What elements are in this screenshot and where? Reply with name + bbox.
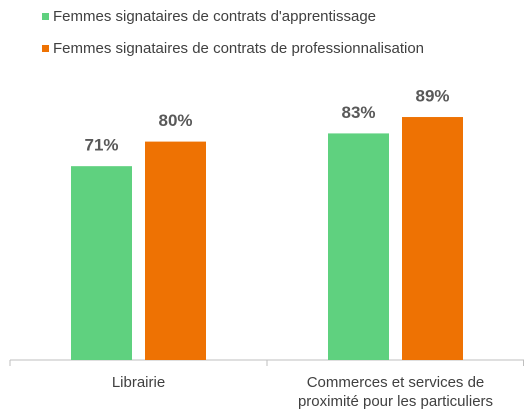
legend-label: Femmes signataires de contrats d'apprent… [53, 8, 377, 25]
data-label: 89% [415, 87, 449, 106]
legend-entry: Femmes signataires de contrats d'apprent… [42, 8, 376, 25]
x-tick-label: Commerces et services de proximité pour … [297, 374, 494, 410]
data-label: 83% [341, 103, 375, 122]
legend-entry: Femmes signataires de contrats de profes… [42, 40, 424, 57]
bar [145, 141, 206, 360]
bar [328, 133, 389, 360]
data-label: 71% [84, 136, 118, 155]
data-label: 80% [158, 111, 192, 130]
legend-swatch [42, 12, 49, 20]
legend-label: Femmes signataires de contrats de profes… [53, 40, 425, 57]
bar [71, 166, 132, 360]
bar [402, 117, 463, 360]
x-tick-label: Librairie [111, 374, 166, 391]
legend-swatch [42, 44, 49, 52]
